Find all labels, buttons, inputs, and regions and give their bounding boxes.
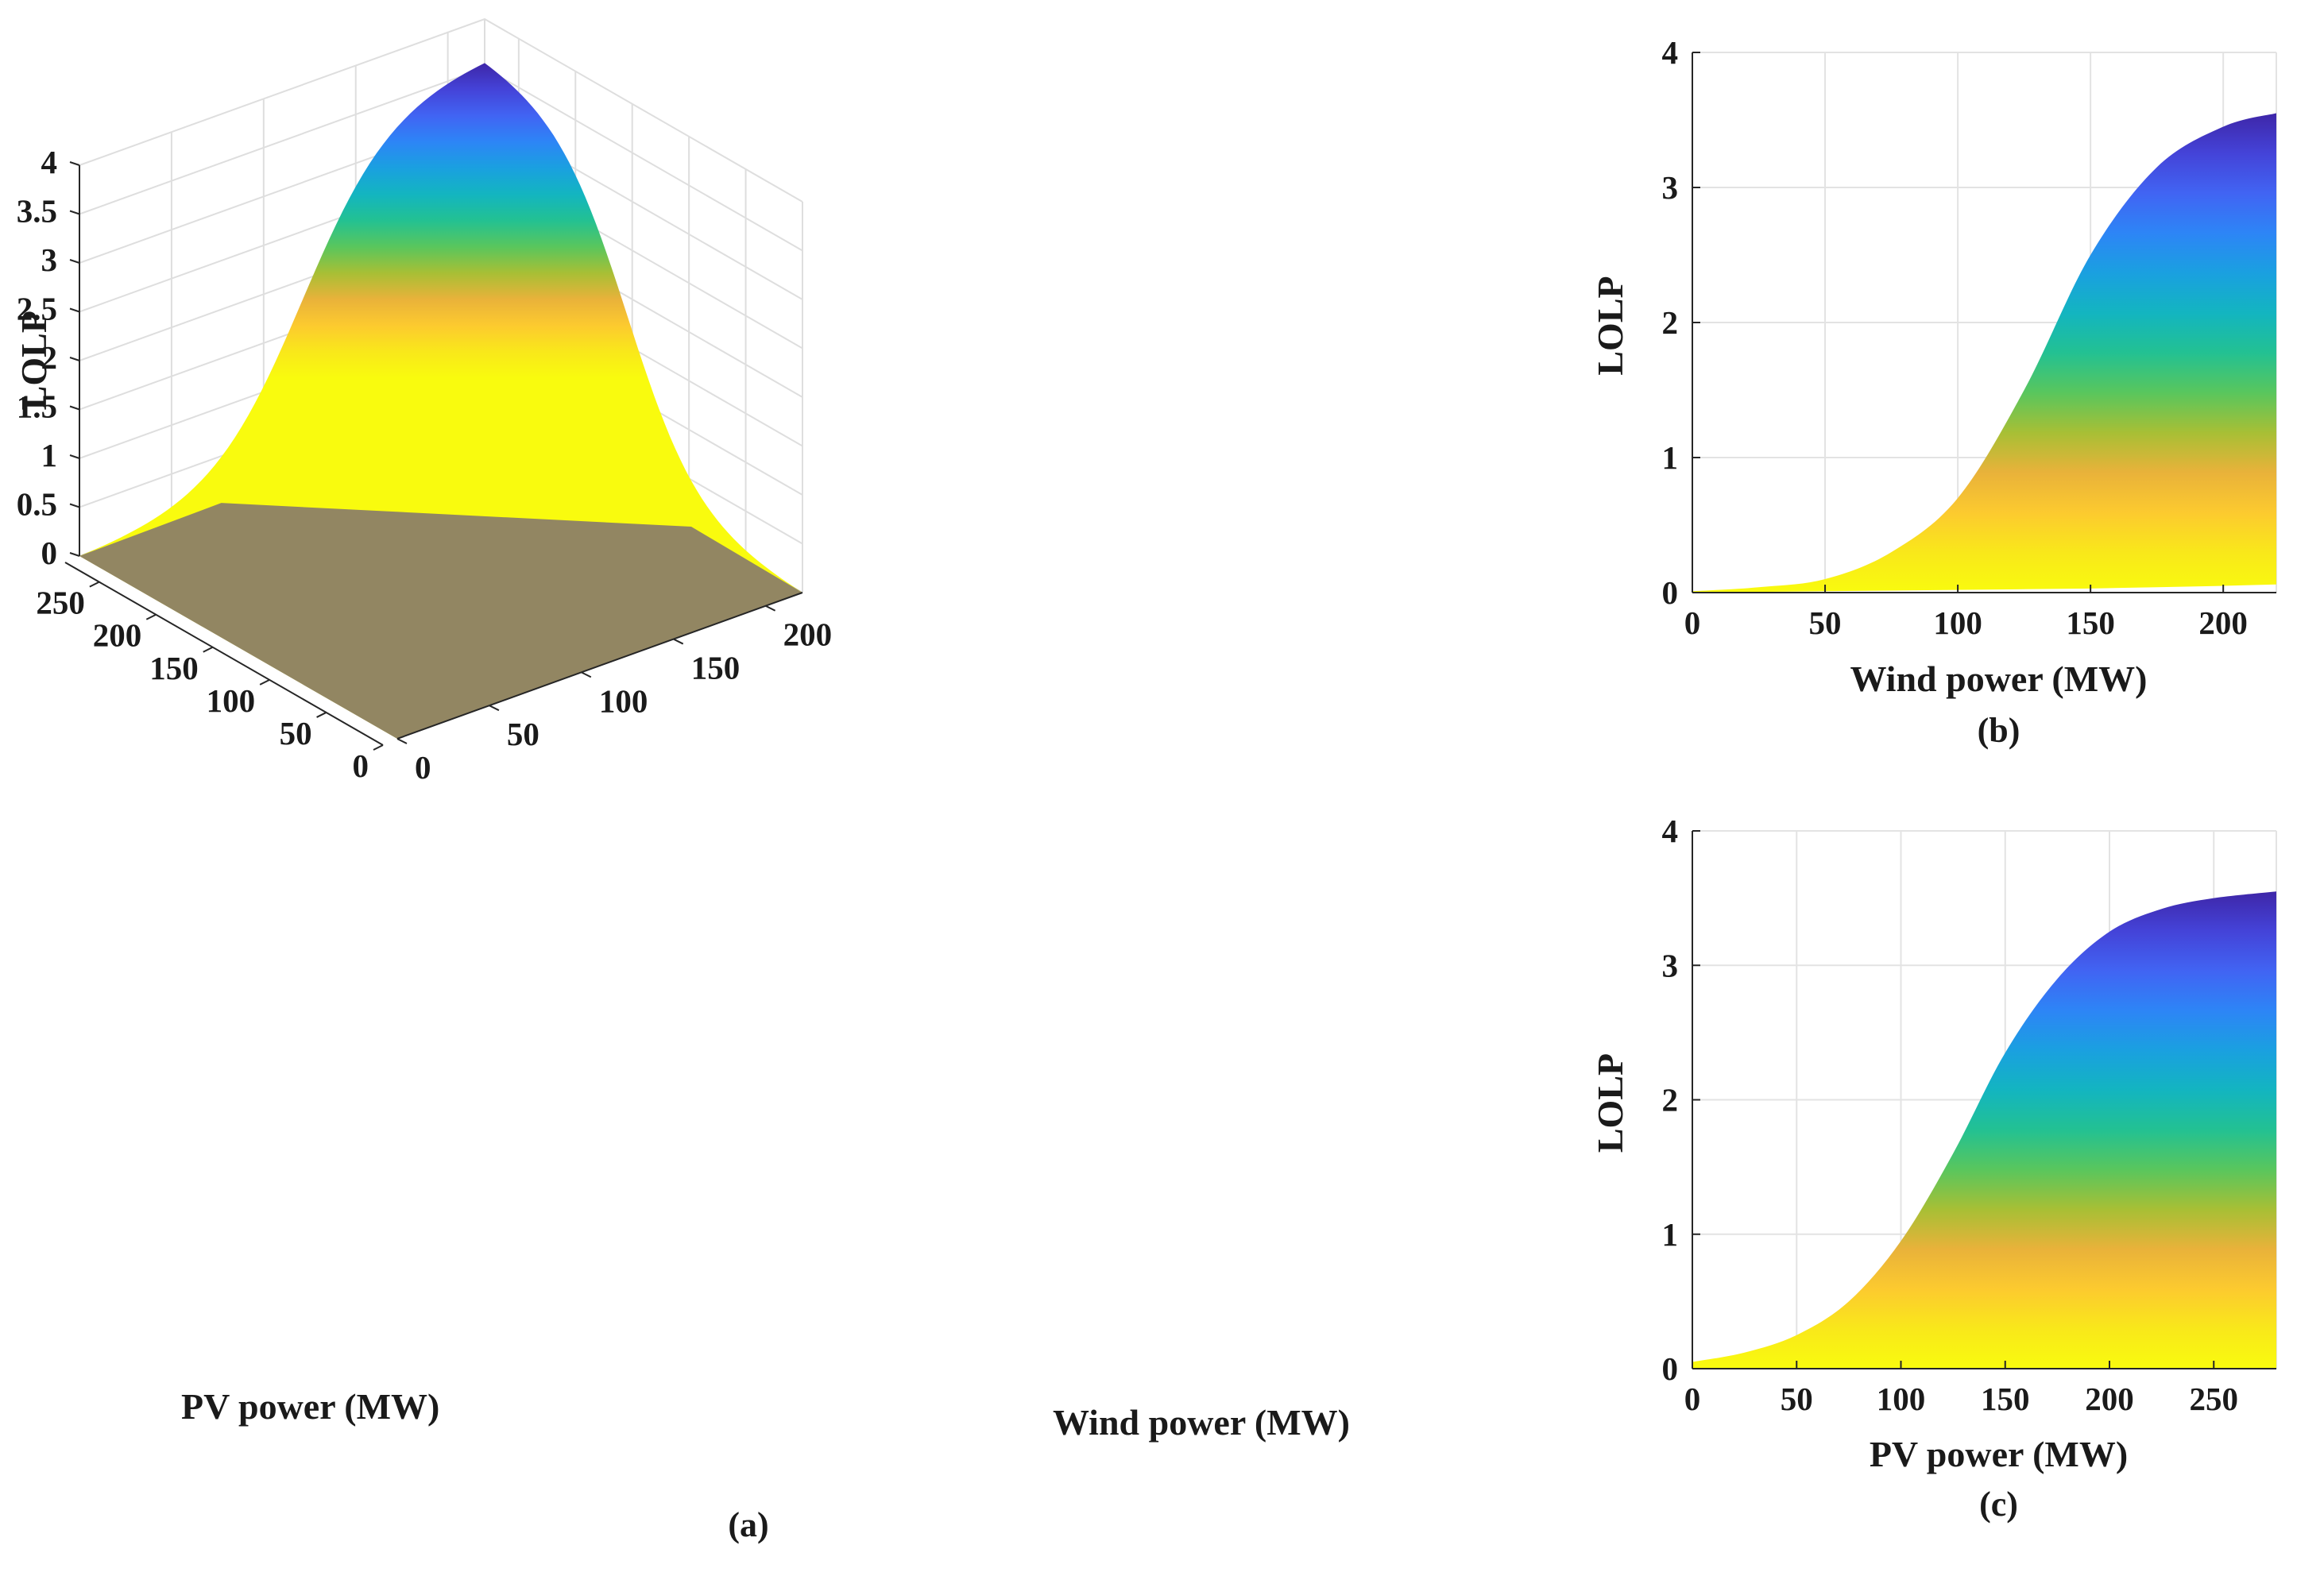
tick-mark (259, 678, 270, 686)
y-tick-label: 4 (1662, 34, 1679, 71)
y-tick-label: 0 (353, 747, 369, 784)
z-tick-label: 1.5 (17, 388, 57, 425)
y-tick-label: 250 (36, 585, 85, 621)
tick-mark (765, 605, 776, 612)
tick-mark (145, 613, 157, 620)
z-tick-label: 2.5 (17, 291, 57, 327)
wind-lolp-area (1692, 113, 2276, 593)
z-tick-label: 4 (41, 144, 58, 180)
grid-line (79, 17, 803, 203)
y-tick-label: 2 (1662, 304, 1679, 341)
tick-mark (69, 357, 80, 361)
tick-mark (69, 161, 80, 166)
panel-b-caption: (b) (1978, 711, 2020, 750)
tick-mark (69, 503, 80, 508)
tick-mark (316, 712, 327, 718)
x-axis-label: Wind power (MW) (1053, 1402, 1350, 1443)
tick-mark (89, 581, 100, 588)
z-tick-label: 2 (41, 339, 58, 376)
x-tick-label: 150 (1981, 1381, 2030, 1417)
pv-y-axis-label: LOLP (1590, 1053, 1630, 1153)
y-axis-line (64, 562, 384, 746)
x-tick-label: 200 (783, 616, 833, 653)
pv-lolp-area (1692, 891, 2276, 1369)
wind-tick-labels: 0 50 100 150 200 0 1 2 3 4 (1662, 34, 2248, 641)
y-tick-label: 1 (1662, 1216, 1679, 1253)
y-tick-label: 50 (280, 715, 312, 751)
x-tick-label: 100 (1877, 1381, 1926, 1417)
y-tick-label: 100 (207, 682, 256, 719)
panel-a-caption: (a) (728, 1505, 768, 1544)
z-axis-label: LOLP (14, 311, 54, 410)
x-tick-label: 0 (1684, 605, 1701, 641)
panel-c-caption: (c) (1979, 1485, 2018, 1524)
wind-y-axis-label: LOLP (1590, 276, 1630, 375)
z-tick-label: 0 (41, 535, 58, 571)
pv-x-axis-label: PV power (MW) (1870, 1434, 2128, 1474)
x-tick-label: 250 (2190, 1381, 2239, 1417)
wind-x-axis-label: Wind power (MW) (1850, 659, 2148, 699)
surface-plot-panel: 05010015020005010015020025000.511.522.53… (14, 17, 1350, 1544)
tick-mark (203, 646, 214, 653)
z-tick-label: 3 (41, 241, 58, 278)
z-tick-label: 0.5 (17, 486, 57, 523)
z-tick-label: 3.5 (17, 193, 57, 230)
x-tick-label: 50 (1781, 1381, 1813, 1417)
y-tick-label: 2 (1662, 1082, 1679, 1118)
y-tick-label: 200 (93, 617, 142, 654)
x-tick-label: 200 (2198, 605, 2248, 641)
x-axis-line (396, 592, 803, 740)
tick-mark (673, 638, 684, 645)
y-tick-label: 150 (149, 650, 199, 686)
tick-mark (69, 454, 80, 459)
x-tick-label: 100 (599, 682, 648, 719)
x-tick-label: 0 (1684, 1381, 1701, 1417)
tick-mark (69, 210, 80, 215)
x-tick-label: 50 (507, 716, 539, 752)
tick-mark (581, 671, 592, 678)
x-tick-label: 0 (415, 749, 431, 786)
z-tick-label: 1 (41, 437, 58, 473)
tick-mark (396, 738, 408, 744)
tick-mark (69, 552, 80, 557)
wind-profile-panel: 0 50 100 150 200 0 1 2 3 4 LOLP Wind power (MW) (… (1590, 34, 2277, 750)
tick-mark (69, 405, 80, 411)
y-tick-label: 3 (1662, 169, 1679, 206)
tick-mark (69, 307, 80, 313)
x-tick-label: 150 (691, 650, 741, 686)
x-tick-label: 50 (1809, 605, 1842, 641)
y-tick-label: 1 (1662, 439, 1679, 476)
y-tick-label: 0 (1662, 574, 1679, 611)
y-axis-label: PV power (MW) (181, 1386, 439, 1427)
x-tick-label: 200 (2085, 1381, 2134, 1417)
surface-floor (79, 503, 802, 739)
y-tick-label: 3 (1662, 947, 1679, 983)
pv-tick-labels: 0 50 100 150 200 250 0 1 2 3 4 (1662, 813, 2239, 1417)
tick-mark (69, 259, 80, 264)
y-tick-label: 4 (1662, 813, 1679, 849)
tick-mark (373, 744, 384, 751)
tick-mark (489, 705, 500, 712)
x-tick-label: 100 (1933, 605, 1982, 641)
y-tick-label: 0 (1662, 1350, 1679, 1387)
surface-tick-labels: 05010015020005010015020025000.511.522.53… (17, 144, 832, 786)
x-tick-label: 150 (2066, 605, 2115, 641)
